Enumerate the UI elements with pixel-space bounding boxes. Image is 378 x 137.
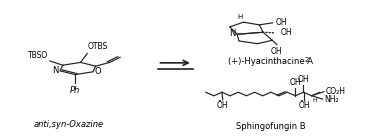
Text: anti,syn-Oxazine: anti,syn-Oxazine — [34, 120, 104, 129]
Text: Sphingofungin B: Sphingofungin B — [236, 122, 305, 131]
Text: ŌH: ŌH — [217, 101, 229, 110]
Text: OH: OH — [276, 18, 288, 27]
Text: 2: 2 — [305, 57, 309, 63]
Text: OH: OH — [270, 47, 282, 56]
Text: O: O — [94, 67, 101, 76]
Text: Ph: Ph — [70, 86, 81, 95]
Text: OH: OH — [297, 75, 309, 84]
Text: TBSO: TBSO — [28, 51, 49, 60]
Text: OH: OH — [290, 78, 301, 87]
Text: OH: OH — [281, 28, 293, 37]
Text: H: H — [238, 14, 243, 20]
Text: OTBS: OTBS — [87, 42, 107, 51]
Text: (+)-Hyacinthacine A: (+)-Hyacinthacine A — [228, 57, 313, 66]
Text: ŌH: ŌH — [298, 101, 310, 110]
Text: CO₂H: CO₂H — [326, 87, 346, 95]
Text: H: H — [312, 98, 317, 103]
Text: N: N — [229, 29, 235, 38]
Text: N: N — [52, 66, 59, 75]
Text: NH₂: NH₂ — [325, 95, 339, 104]
